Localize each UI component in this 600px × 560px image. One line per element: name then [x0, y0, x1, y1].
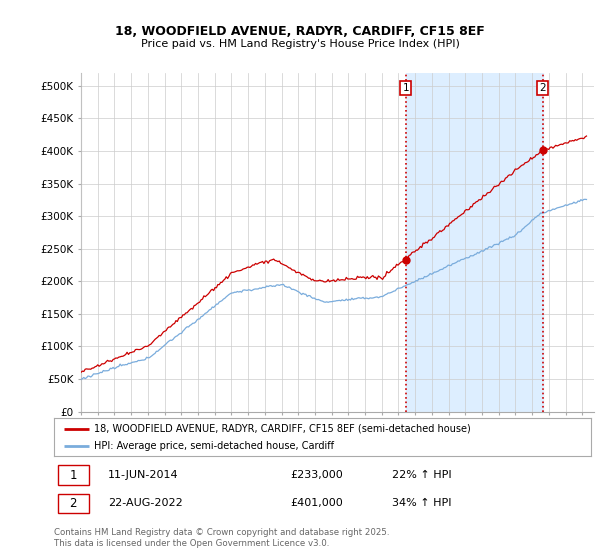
- Text: HPI: Average price, semi-detached house, Cardiff: HPI: Average price, semi-detached house,…: [94, 441, 334, 451]
- Text: 22-AUG-2022: 22-AUG-2022: [108, 498, 182, 508]
- Text: 2: 2: [70, 497, 77, 510]
- Text: 18, WOODFIELD AVENUE, RADYR, CARDIFF, CF15 8EF (semi-detached house): 18, WOODFIELD AVENUE, RADYR, CARDIFF, CF…: [94, 423, 471, 433]
- Text: 2: 2: [539, 83, 546, 93]
- Text: £401,000: £401,000: [290, 498, 343, 508]
- Text: Price paid vs. HM Land Registry's House Price Index (HPI): Price paid vs. HM Land Registry's House …: [140, 39, 460, 49]
- Text: 1: 1: [403, 83, 409, 93]
- Bar: [406, 73, 543, 412]
- Text: Contains HM Land Registry data © Crown copyright and database right 2025.
This d: Contains HM Land Registry data © Crown c…: [54, 528, 389, 548]
- Text: 1: 1: [70, 469, 77, 482]
- Text: 22% ↑ HPI: 22% ↑ HPI: [392, 470, 452, 480]
- FancyBboxPatch shape: [58, 493, 89, 513]
- Text: 11-JUN-2014: 11-JUN-2014: [108, 470, 178, 480]
- Text: £233,000: £233,000: [290, 470, 343, 480]
- FancyBboxPatch shape: [58, 465, 89, 485]
- Text: 18, WOODFIELD AVENUE, RADYR, CARDIFF, CF15 8EF: 18, WOODFIELD AVENUE, RADYR, CARDIFF, CF…: [115, 25, 485, 38]
- Text: 34% ↑ HPI: 34% ↑ HPI: [392, 498, 452, 508]
